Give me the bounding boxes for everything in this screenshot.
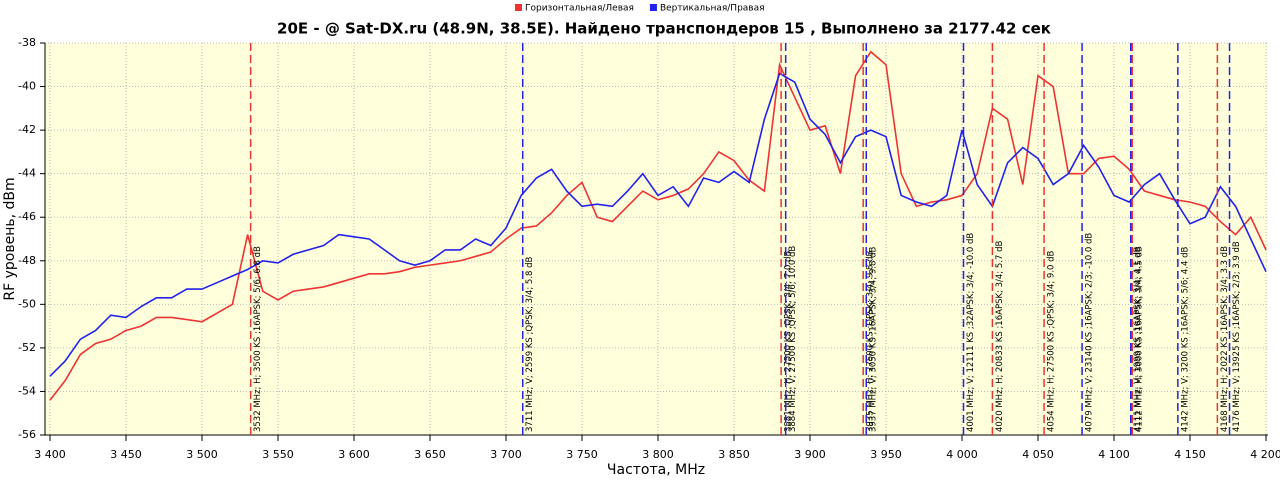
x-tick-label: 3 500 (186, 448, 218, 461)
legend-label: Горизонтальная/Левая (525, 4, 634, 14)
transponder-label: 4111 MHz; V; 1999 KS ;16APSK; 3/4; 4.1 d… (1133, 247, 1143, 432)
transponder-label: 4176 MHz; V; 13925 KS ;16APSK; 2/3; 3.9 … (1232, 241, 1242, 432)
x-tick-label: 3 400 (34, 448, 66, 461)
x-tick-label: 3 950 (870, 448, 902, 461)
x-tick-label: 3 800 (642, 448, 674, 461)
x-axis-label: Частота, MHz (607, 462, 705, 478)
transponder-label: 4142 MHz; V; 3200 KS ;16APSK; 5/6; 4.4 d… (1180, 247, 1190, 432)
transponder-label: 3937 MHz; V; 3050 KS ;16APSK; 3/4; 9.8 d… (869, 247, 879, 432)
x-tick-label: 4 100 (1098, 448, 1130, 461)
transponder-label: 4168 MHz; H; 2022 KS ;16APSK; 3/4; 3.3 d… (1220, 246, 1230, 432)
transponder-label: 3881 MHz; H; 27500 KS ;QPSK; 3/4; 7.0 dB (784, 250, 794, 432)
x-tick-label: 3 650 (414, 448, 446, 461)
y-axis-label: RF уровень, dBm (2, 177, 18, 300)
legend-swatch (515, 4, 522, 11)
x-tick-label: 3 600 (338, 448, 370, 461)
y-tick-label: -54 (18, 384, 36, 397)
chart-title: 20E - @ Sat-DX.ru (48.9N, 38.5E). Найден… (277, 20, 1051, 38)
series-line (49, 72, 1267, 377)
transponder-label: 3935 MHz; H; 27500 KS ;QPSK; 3/4; 9.8 dB (866, 250, 876, 432)
transponder-label: 4112 MHz; H; 3000 KS ;16APSK; 3/4; 4.5 d… (1135, 246, 1145, 432)
x-tick-label: 3 900 (794, 448, 826, 461)
x-tick-label: 4 200 (1250, 448, 1280, 461)
x-tick-label: 4 150 (1174, 448, 1206, 461)
y-tick-label: -52 (18, 341, 36, 354)
transponder-label: 4079 MHz; V; 23140 KS ;16APSK; 2/3; -10.… (1085, 233, 1095, 432)
legend-label: Вертикальная/Правая (660, 4, 765, 14)
y-tick-label: -48 (18, 254, 36, 267)
y-tick-label: -56 (18, 428, 36, 441)
x-tick-label: 3 450 (110, 448, 142, 461)
transponder-label: 4001 MHz; V; 12111 KS ;32APSK; 3/4; -10.… (966, 233, 976, 432)
legend-swatch (649, 4, 657, 11)
x-tick-label: 3 750 (566, 448, 598, 461)
y-tick-label: -50 (18, 297, 36, 310)
y-tick-label: -40 (18, 80, 36, 93)
transponder-label: 3884 MHz; V; 27500 KS ;QPSK; 5/6; 10.0 d… (788, 246, 798, 432)
transponder-label: 3711 MHz; V; 2599 KS ;QPSK; 3/4; 5.8 dB (525, 256, 535, 432)
transponder-label: 3532 MHz; H; 3500 KS ;16APSK; 5/6; 6.8 d… (253, 246, 263, 432)
series-line (49, 50, 1267, 401)
y-tick-label: -38 (18, 36, 36, 49)
transponder-label: 4054 MHz; H; 27500 KS ;QPSK; 3/4; 9.0 dB (1047, 250, 1057, 432)
y-tick-label: -44 (18, 167, 36, 180)
x-tick-label: 3 550 (262, 448, 294, 461)
y-tick-label: -42 (18, 123, 36, 136)
x-tick-label: 3 850 (718, 448, 750, 461)
y-tick-label: -46 (18, 210, 36, 223)
x-tick-label: 4 000 (946, 448, 978, 461)
x-tick-label: 3 700 (490, 448, 522, 461)
x-tick-label: 4 050 (1022, 448, 1054, 461)
transponder-label: 4020 MHz; H; 20833 KS ;16APSK; 3/4; 5.7 … (995, 241, 1005, 432)
